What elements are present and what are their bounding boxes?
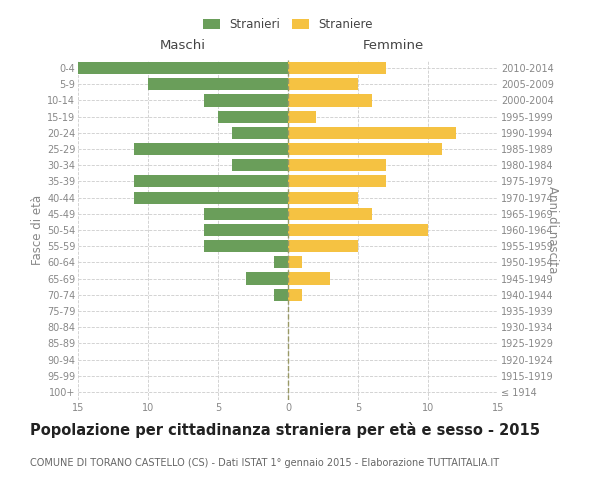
Y-axis label: Anni di nascita: Anni di nascita: [546, 186, 559, 274]
Text: Maschi: Maschi: [160, 39, 206, 52]
Bar: [288, 208, 372, 220]
Bar: [288, 127, 456, 139]
Bar: [232, 127, 288, 139]
Bar: [288, 78, 358, 90]
Y-axis label: Fasce di età: Fasce di età: [31, 195, 44, 265]
Bar: [288, 110, 316, 122]
Bar: [288, 256, 302, 268]
Text: Popolazione per cittadinanza straniera per età e sesso - 2015: Popolazione per cittadinanza straniera p…: [30, 422, 540, 438]
Bar: [274, 288, 288, 301]
Bar: [288, 62, 386, 74]
Bar: [288, 143, 442, 155]
Text: Femmine: Femmine: [362, 39, 424, 52]
Bar: [288, 94, 372, 106]
Bar: [134, 192, 288, 203]
Bar: [232, 159, 288, 172]
Bar: [134, 143, 288, 155]
Bar: [204, 240, 288, 252]
Bar: [218, 110, 288, 122]
Bar: [274, 256, 288, 268]
Bar: [288, 159, 386, 172]
Bar: [288, 288, 302, 301]
Bar: [288, 272, 330, 284]
Bar: [288, 192, 358, 203]
Bar: [78, 62, 288, 74]
Text: COMUNE DI TORANO CASTELLO (CS) - Dati ISTAT 1° gennaio 2015 - Elaborazione TUTTA: COMUNE DI TORANO CASTELLO (CS) - Dati IS…: [30, 458, 499, 468]
Legend: Stranieri, Straniere: Stranieri, Straniere: [199, 14, 377, 36]
Bar: [148, 78, 288, 90]
Bar: [288, 176, 386, 188]
Bar: [246, 272, 288, 284]
Bar: [204, 224, 288, 236]
Bar: [204, 94, 288, 106]
Bar: [204, 208, 288, 220]
Bar: [288, 224, 428, 236]
Bar: [288, 240, 358, 252]
Bar: [134, 176, 288, 188]
